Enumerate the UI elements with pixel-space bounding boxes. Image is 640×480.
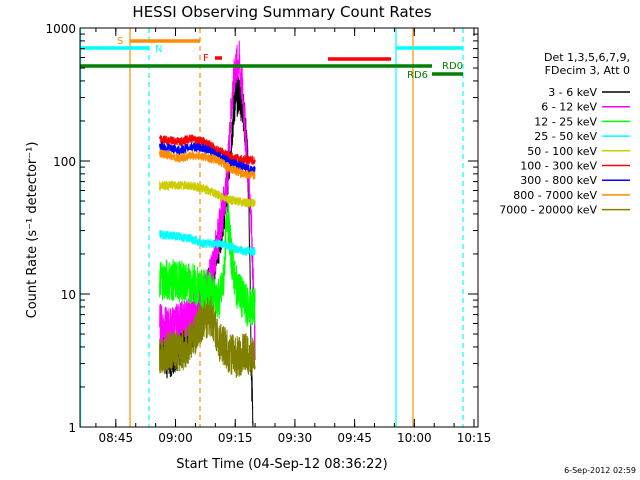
legend-label: 3 - 6 keV (548, 86, 597, 99)
plot-area (80, 28, 478, 427)
x-axis-label: Start Time (04-Sep-12 08:36:22) (176, 457, 387, 472)
x-tick-label: 10:15 (457, 431, 492, 445)
series-line-8 (159, 295, 256, 378)
y-tick-label: 1000 (45, 22, 76, 36)
flag-label-rd6: RD6 (407, 70, 428, 81)
legend-header: Det 1,3,5,6,7,9, (544, 51, 630, 64)
flag-label-s: S (117, 36, 123, 47)
plot-frame (79, 27, 479, 428)
series-layer (159, 40, 256, 428)
chart-title: HESSI Observing Summary Count Rates (132, 3, 431, 21)
series-line-3 (159, 230, 256, 256)
status-flags: S N F RD0 RD6 (80, 36, 463, 81)
y-tick-label: 10 (61, 288, 76, 302)
legend: Det 1,3,5,6,7,9,FDecim 3, Att 0 3 - 6 keV… (499, 51, 630, 217)
x-tick-label: 09:30 (278, 431, 313, 445)
flag-label-rd0: RD0 (442, 61, 463, 72)
y-tick-label: 100 (53, 155, 76, 169)
series-line-5 (159, 134, 256, 165)
x-tick-label: 09:45 (337, 431, 372, 445)
x-tick-label: 09:15 (218, 431, 253, 445)
legend-label: 25 - 50 keV (534, 130, 597, 143)
x-tick-label: 10:00 (397, 431, 432, 445)
legend-label: 100 - 300 keV (520, 160, 597, 173)
series-line-4 (159, 180, 256, 208)
legend-label: 7000 - 20000 keV (499, 204, 597, 217)
legend-label: 300 - 800 keV (520, 174, 597, 187)
series-line-7 (159, 149, 256, 180)
legend-label: 12 - 25 keV (534, 115, 597, 128)
legend-label: 6 - 12 keV (541, 101, 597, 114)
footer-date: 6-Sep-2012 02:59 (564, 466, 636, 475)
y-tick-label: 1 (68, 421, 76, 435)
x-tick-label: 08:45 (99, 431, 134, 445)
flag-label-n: N (155, 44, 162, 55)
plot-background (80, 28, 478, 427)
series-line-1 (159, 40, 256, 361)
axes: 08:45 09:00 09:15 09:30 09:45 10:00 10:15 1 10 10… (45, 22, 491, 445)
series-line-6 (159, 141, 256, 175)
legend-header: FDecim 3, Att 0 (545, 64, 630, 77)
legend-label: 800 - 7000 keV (513, 189, 597, 202)
x-tick-label: 09:00 (158, 431, 193, 445)
flag-label-f: F (203, 53, 209, 64)
y-axis-label: Count Rate (s⁻¹ detector⁻¹) (25, 142, 40, 319)
legend-label: 50 - 100 keV (527, 145, 597, 158)
